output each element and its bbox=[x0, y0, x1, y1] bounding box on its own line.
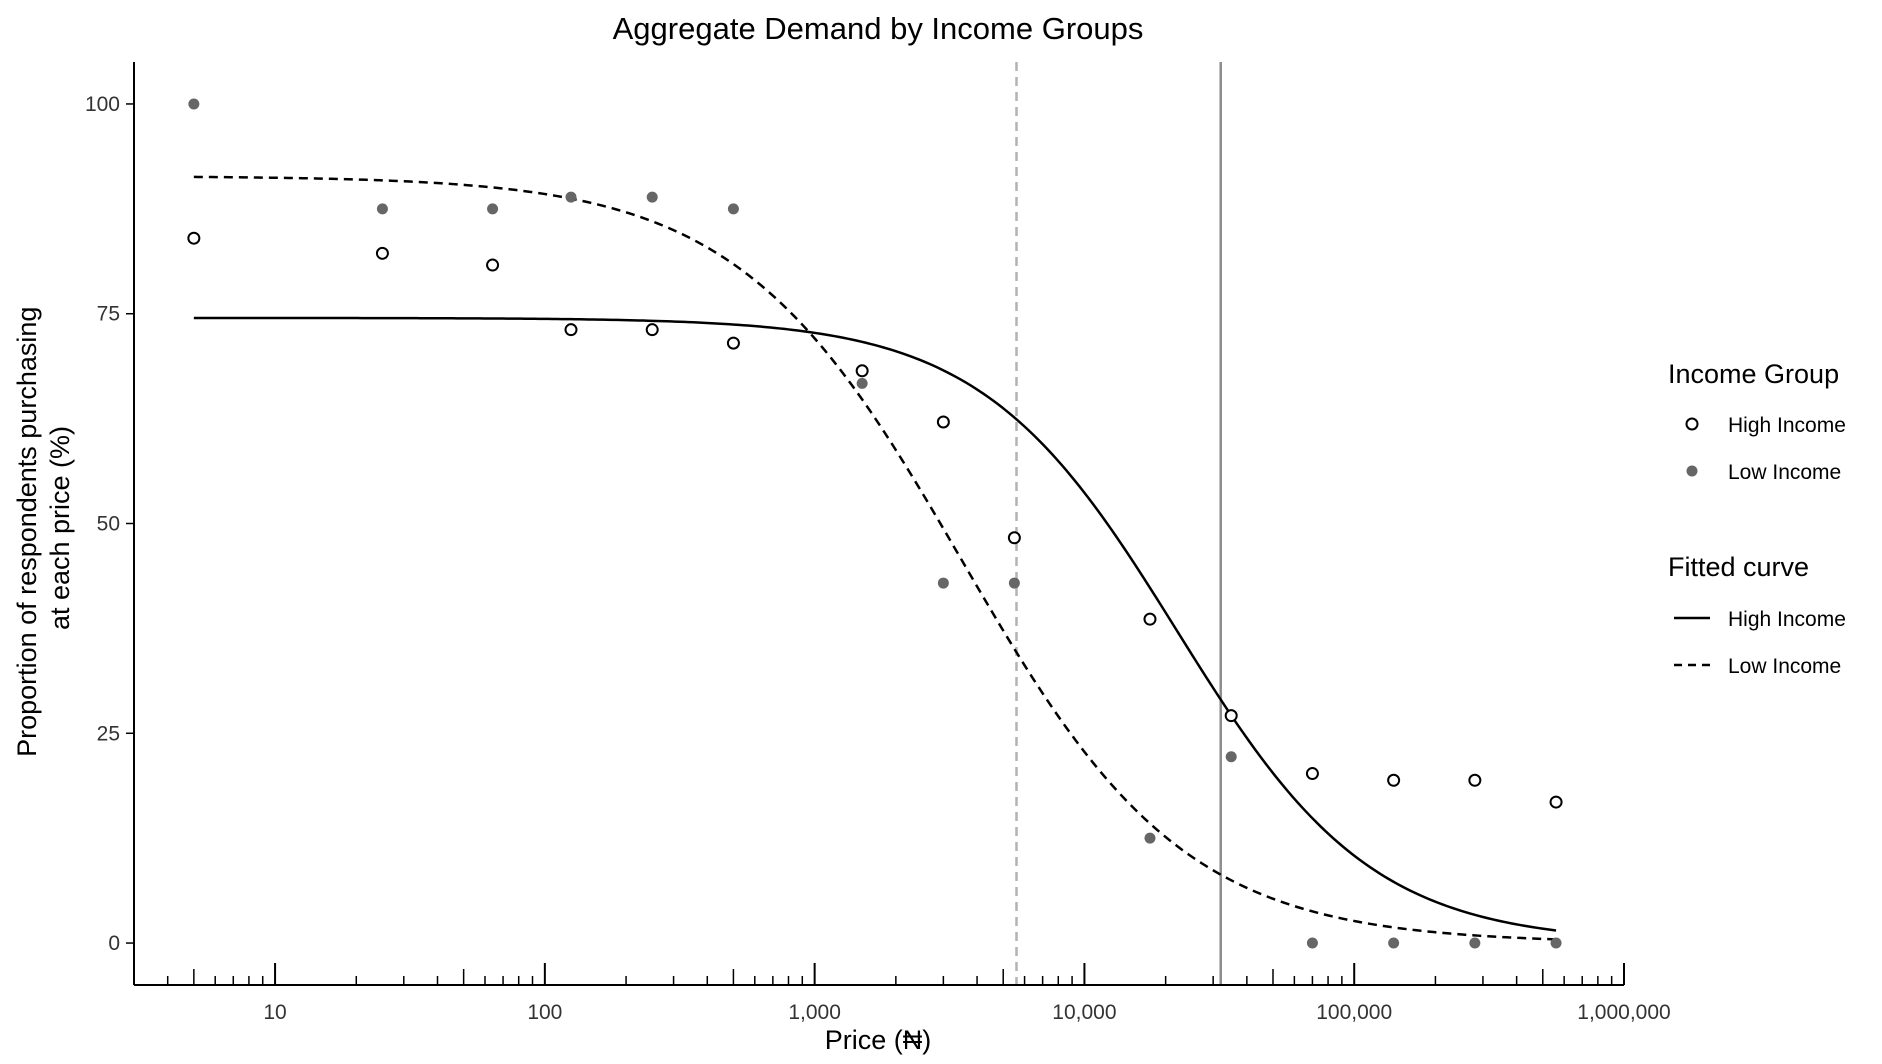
point-low-income bbox=[937, 577, 949, 589]
point-high-income bbox=[1387, 773, 1401, 787]
y-tick-label: 25 bbox=[97, 722, 120, 745]
point-low-income bbox=[188, 98, 200, 110]
point-low-income bbox=[487, 203, 499, 215]
point-low-income bbox=[1144, 832, 1156, 844]
x-tick-label: 1,000 bbox=[788, 1001, 841, 1024]
legend: Income Group High Income Low Income Fitt… bbox=[1668, 359, 1846, 678]
point-low-income bbox=[856, 377, 868, 389]
fitted-curve-high-income bbox=[193, 316, 1557, 932]
x-tick-label: 100 bbox=[527, 1001, 562, 1024]
x-tick-label: 100,000 bbox=[1316, 1001, 1392, 1024]
point-low-income bbox=[1008, 577, 1020, 589]
y-tick-label: 75 bbox=[97, 303, 120, 326]
point-high-income bbox=[726, 336, 740, 350]
y-axis-title: Proportion of respondents purchasing at … bbox=[12, 299, 75, 757]
y-tick-label: 100 bbox=[85, 93, 120, 116]
legend-label-high-income-curve: High Income bbox=[1728, 608, 1846, 631]
y-tick-label: 0 bbox=[108, 932, 120, 955]
point-low-income bbox=[646, 191, 658, 203]
point-high-income bbox=[1007, 531, 1021, 545]
point-high-income bbox=[936, 415, 950, 429]
legend-label-high-income-point: High Income bbox=[1728, 414, 1846, 437]
x-tick-label: 10 bbox=[263, 1001, 286, 1024]
fitted-curve-low-income bbox=[193, 175, 1557, 941]
x-tick-label: 10,000 bbox=[1052, 1001, 1116, 1024]
legend-key-high-income-point bbox=[1685, 417, 1699, 431]
point-low-income bbox=[565, 191, 577, 203]
point-high-income bbox=[375, 246, 389, 260]
x-tick-label: 1,000,000 bbox=[1577, 1001, 1670, 1024]
y-tick-label: 50 bbox=[97, 513, 120, 536]
axes bbox=[133, 62, 1624, 986]
point-high-income bbox=[1468, 773, 1482, 787]
y-axis-title-line-1: Proportion of respondents purchasing bbox=[12, 307, 42, 757]
y-axis-ticks: 0 25 50 75 100 bbox=[85, 93, 134, 955]
point-low-income bbox=[1550, 937, 1562, 949]
point-high-income bbox=[1305, 767, 1319, 781]
point-high-income bbox=[1549, 795, 1563, 809]
legend-title-fitted-curve: Fitted curve bbox=[1668, 552, 1809, 582]
point-high-income bbox=[1143, 612, 1157, 626]
point-low-income bbox=[1388, 937, 1400, 949]
fitted-curves bbox=[193, 175, 1557, 941]
legend-key-low-income-point bbox=[1686, 465, 1698, 477]
y-axis-title-line-2: at each price (%) bbox=[45, 426, 75, 630]
point-high-income bbox=[645, 323, 659, 337]
x-axis-ticks: 10 100 1,000 10,000 100,000 1,000,000 bbox=[133, 963, 1671, 1024]
data-points bbox=[187, 98, 1563, 949]
chart-title: Aggregate Demand by Income Groups bbox=[613, 11, 1144, 46]
point-high-income bbox=[187, 231, 201, 245]
point-low-income bbox=[1306, 937, 1318, 949]
legend-label-low-income-curve: Low Income bbox=[1728, 655, 1841, 678]
point-low-income bbox=[376, 203, 388, 215]
point-low-income bbox=[1225, 751, 1237, 763]
legend-title-income-group: Income Group bbox=[1668, 359, 1839, 389]
point-low-income bbox=[1469, 937, 1481, 949]
point-high-income bbox=[564, 323, 578, 337]
point-high-income bbox=[486, 258, 500, 272]
point-low-income bbox=[727, 203, 739, 215]
reference-lines bbox=[1015, 62, 1222, 985]
point-high-income bbox=[1224, 709, 1238, 723]
point-high-income bbox=[855, 364, 869, 378]
legend-label-low-income-point: Low Income bbox=[1728, 461, 1841, 484]
x-axis-title: Price (₦) bbox=[825, 1025, 932, 1055]
